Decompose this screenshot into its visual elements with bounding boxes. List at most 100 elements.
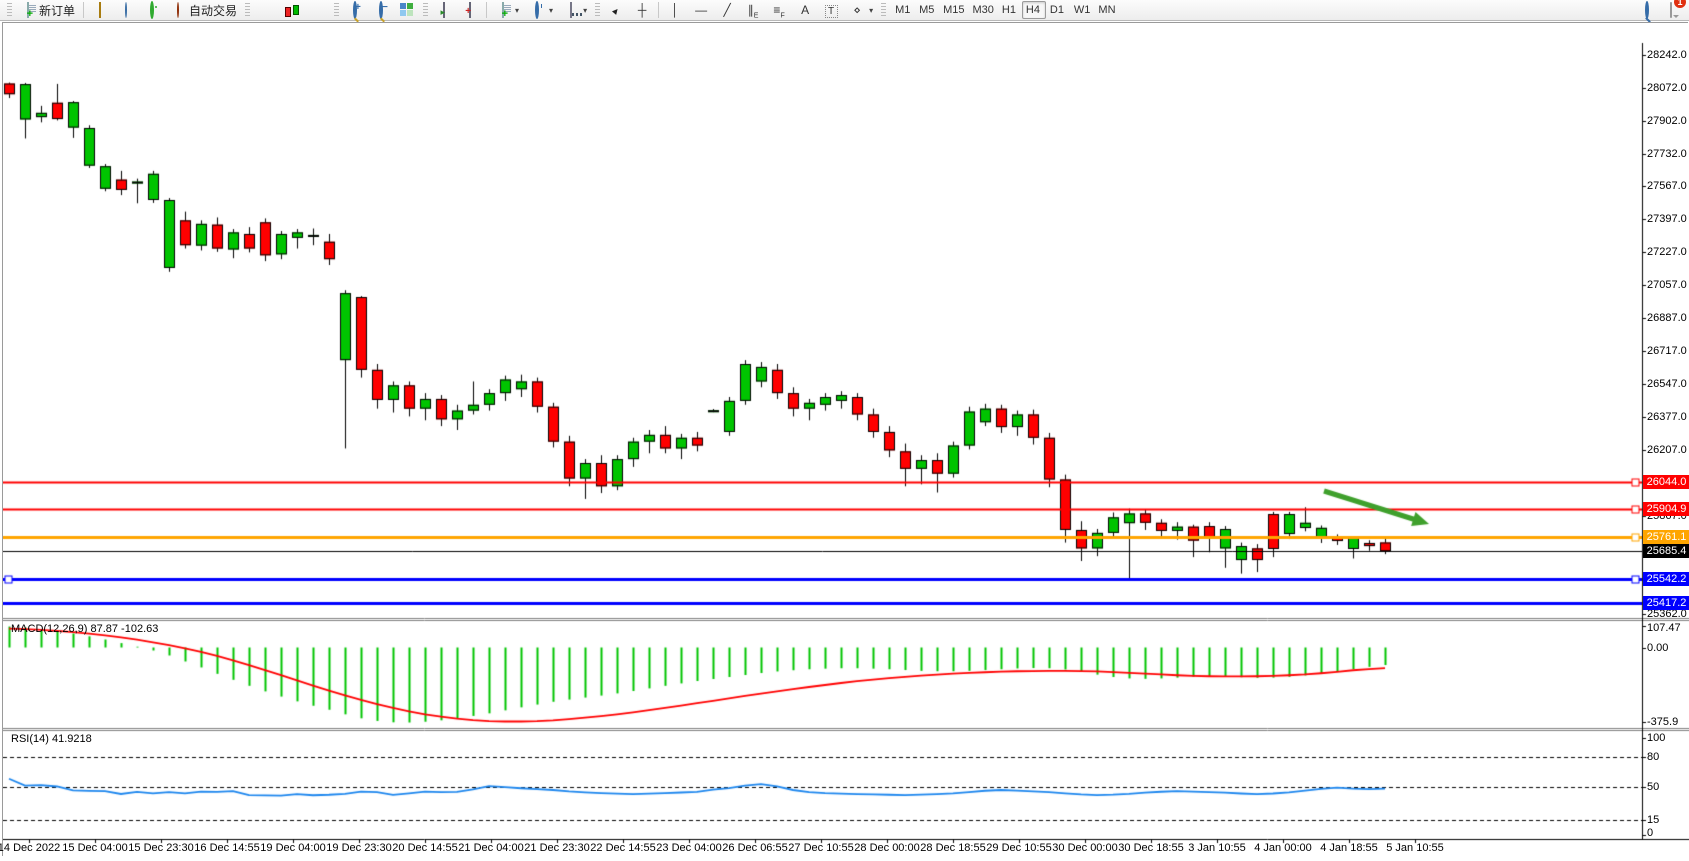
fibo-icon: ≡F	[773, 3, 785, 20]
price-line-tag: 26044.0	[1643, 474, 1689, 489]
timeframe-m1-button[interactable]: M1	[891, 1, 915, 19]
timeframe-d1-button[interactable]: D1	[1046, 1, 1070, 19]
price-axis-tick: 27397.0	[1647, 213, 1687, 225]
tile-windows-button[interactable]	[394, 1, 420, 20]
new-order-button[interactable]: 新订单	[15, 1, 80, 20]
time-axis-label: 23 Dec 04:00	[656, 842, 722, 854]
user-icon	[118, 2, 134, 18]
new-chart-icon	[495, 2, 511, 18]
time-axis-label: 4 Jan 00:00	[1254, 842, 1312, 854]
market-button[interactable]	[87, 1, 113, 20]
price-axis-tick: 28242.0	[1647, 49, 1687, 61]
timeframe-w1-button[interactable]: W1	[1070, 1, 1095, 19]
toolbar-grip[interactable]	[881, 3, 887, 17]
crosshair-icon: ┼	[637, 3, 647, 17]
rsi-indicator-label: RSI(14) 41.9218	[11, 733, 92, 745]
time-axis-label: 30 Dec 18:55	[1118, 842, 1184, 854]
macd-axis-tick: -375.9	[1647, 716, 1679, 729]
zoom-in-icon	[347, 1, 363, 19]
rsi-axis-tick: 80	[1647, 751, 1660, 764]
time-axis-label: 20 Dec 14:55	[392, 842, 458, 854]
candlestick-chart-button[interactable]	[279, 1, 305, 20]
text-label-tool-button[interactable]: T	[818, 1, 844, 20]
arrows-tool-button[interactable]: ⋄ ▾	[844, 1, 878, 20]
price-axis-tick: 26887.0	[1647, 312, 1687, 324]
templates-button[interactable]: ▾	[558, 1, 592, 20]
signals-button[interactable]	[139, 1, 165, 20]
text-tool-button[interactable]: A	[792, 1, 818, 20]
chevron-down-icon: ▾	[549, 5, 554, 15]
timeframe-h4-button[interactable]: H4	[1021, 1, 1046, 19]
new-chart-button[interactable]: ▾	[490, 1, 524, 20]
time-axis-label: 29 Dec 10:55	[986, 842, 1052, 854]
timeframe-h1-button[interactable]: H1	[998, 1, 1022, 19]
chart-shift-button[interactable]	[457, 1, 483, 20]
channel-tool-button[interactable]: ∥E	[740, 1, 766, 20]
rsi-axis-tick: 100	[1647, 732, 1666, 744]
trendline-tool-button[interactable]: ╱	[714, 1, 740, 20]
toolbar-grip[interactable]	[423, 3, 429, 17]
chat-icon[interactable]: 1	[1663, 0, 1686, 18]
line-chart-button[interactable]	[305, 1, 331, 20]
macd-indicator-label: MACD(12,26,9) 87.87 -102.63	[11, 623, 159, 635]
price-axis-tick: 27902.0	[1647, 114, 1687, 127]
toolbar-separator	[658, 2, 660, 18]
price-line-tag: 25761.1	[1643, 529, 1689, 544]
toolbar-grip[interactable]	[245, 3, 251, 17]
new-order-button-label: 新订单	[39, 3, 76, 18]
time-axis-label: 19 Dec 23:30	[326, 842, 392, 854]
time-axis-label: 22 Dec 14:55	[590, 842, 656, 854]
time-axis-label: 19 Dec 04:00	[260, 842, 326, 854]
search-icon[interactable]	[1639, 1, 1655, 19]
timeframe-m5-button[interactable]: M5	[915, 1, 939, 19]
shapes-icon: ⋄	[853, 3, 861, 17]
rsi-axis-tick: 15	[1647, 814, 1660, 827]
time-axis-label: 5 Jan 10:55	[1386, 842, 1444, 854]
fibonacci-tool-button[interactable]: ≡F	[766, 1, 792, 20]
timeframe-mn-button[interactable]: MN	[1094, 1, 1119, 19]
periods-button[interactable]: ▾	[524, 1, 558, 20]
zoom-in-button[interactable]	[342, 1, 368, 20]
time-axis-label: 16 Dec 14:55	[194, 842, 260, 854]
cursor-tool-button[interactable]: ▸	[603, 1, 629, 20]
timeframe-m30-button[interactable]: M30	[969, 1, 998, 19]
price-axis-tick: 28072.0	[1647, 81, 1687, 94]
price-axis-tick: 26717.0	[1647, 345, 1687, 357]
time-axis-label: 4 Jan 18:55	[1320, 842, 1378, 854]
chart-window: ▼ JPN225-,H4 25730.5 25760.7 25670.5 256…	[0, 22, 1689, 857]
horizontal-line-tool-button[interactable]: —	[688, 1, 714, 20]
chevron-down-icon: ▾	[583, 5, 588, 15]
chevron-down-icon: ▾	[869, 5, 874, 15]
bar-chart-button[interactable]	[253, 1, 279, 20]
hline-icon: —	[695, 3, 708, 17]
trendline-icon: ╱	[723, 3, 731, 17]
toolbar-grip[interactable]	[595, 3, 601, 17]
frame-green-icon	[436, 2, 452, 18]
crosshair-tool-button[interactable]: ┼	[629, 1, 655, 20]
price-line-tag: 25904.9	[1643, 501, 1689, 516]
autotrading-button-label: 自动交易	[189, 3, 238, 18]
vertical-line-tool-button[interactable]: │	[662, 1, 688, 20]
new-order-icon	[20, 2, 36, 18]
zoom-out-button[interactable]	[368, 1, 394, 20]
frame-red-icon	[462, 2, 478, 18]
bars-icon	[258, 2, 274, 18]
auto-scroll-button[interactable]	[431, 1, 457, 20]
time-axis-label: 14 Dec 2022	[0, 842, 61, 854]
toolbar-grip[interactable]	[7, 3, 12, 17]
toolbar-grip[interactable]	[334, 3, 340, 17]
community-button[interactable]	[113, 1, 139, 20]
autotrading-button[interactable]: 自动交易	[165, 1, 242, 20]
channel-icon: ∥E	[747, 3, 759, 20]
timeframe-m15-button[interactable]: M15	[939, 1, 968, 19]
price-axis-tick: 27057.0	[1647, 279, 1687, 291]
time-axis-label: 28 Dec 00:00	[854, 842, 920, 854]
time-axis-label: 30 Dec 00:00	[1052, 842, 1118, 854]
price-line-tag: 25542.2	[1643, 572, 1689, 587]
chart-canvas[interactable]	[3, 23, 1689, 857]
zoom-out-icon	[373, 1, 389, 19]
time-axis-label: 15 Dec 04:00	[62, 842, 128, 854]
clock-icon	[529, 1, 545, 19]
